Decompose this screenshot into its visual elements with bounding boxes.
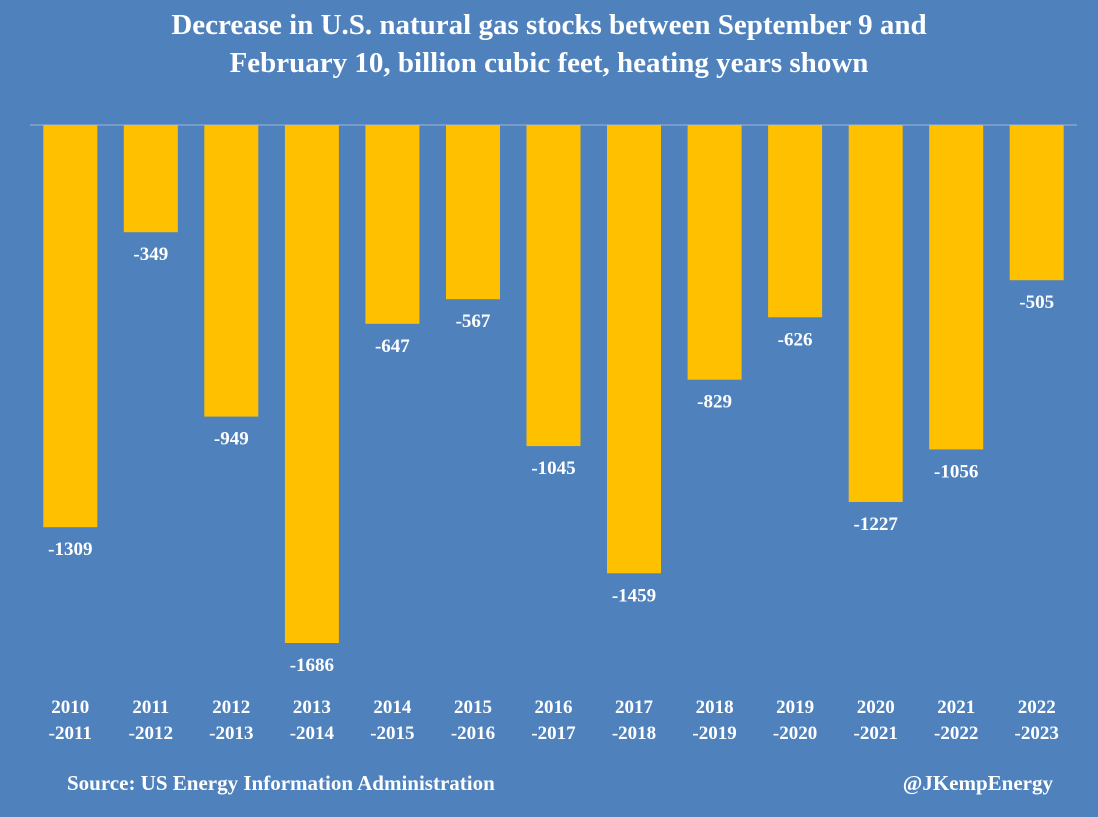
data-label: -1686 [290, 655, 334, 676]
x-tick-label: -2020 [773, 723, 817, 744]
bar [446, 125, 500, 300]
x-tick-label: -2014 [290, 723, 335, 744]
bar [929, 125, 984, 450]
chart-title-line-2: February 10, billion cubic feet, heating… [229, 47, 869, 79]
x-tick-label: 2012 [212, 697, 250, 718]
bar [526, 125, 581, 447]
x-tick-label: 2020 [857, 697, 895, 718]
data-label: -1227 [854, 514, 899, 535]
data-label: -1309 [48, 539, 92, 560]
data-label: -567 [456, 311, 491, 332]
data-label: -1045 [531, 458, 575, 479]
source-note: Source: US Energy Information Administra… [67, 771, 495, 795]
x-tick-label: 2017 [615, 697, 654, 718]
bar [365, 125, 420, 324]
x-tick-label: -2015 [370, 723, 414, 744]
bar [768, 125, 823, 318]
bar [43, 125, 98, 528]
chart-title-line-1: Decrease in U.S. natural gas stocks betw… [171, 9, 927, 41]
data-label: -829 [697, 392, 732, 413]
x-tick-label: 2013 [293, 697, 331, 718]
x-tick-label: 2018 [696, 697, 734, 718]
data-label: -647 [375, 336, 410, 357]
x-tick-label: 2021 [937, 697, 975, 718]
x-tick-label: -2019 [692, 723, 736, 744]
x-tick-label: -2022 [934, 723, 978, 744]
x-tick-label: 2015 [454, 697, 492, 718]
bar [123, 125, 178, 233]
x-tick-label: -2011 [49, 723, 92, 744]
x-tick-label: 2011 [132, 697, 169, 718]
bar [687, 125, 742, 380]
data-label: -1459 [612, 585, 656, 606]
x-tick-label: 2019 [776, 697, 814, 718]
x-tick-label: -2023 [1015, 723, 1059, 744]
bar [848, 125, 903, 502]
x-tick-label: -2013 [209, 723, 253, 744]
bar [1009, 125, 1064, 281]
bar [284, 125, 339, 643]
x-tick-label: -2021 [854, 723, 898, 744]
x-tick-label: 2016 [535, 697, 573, 718]
x-tick-label: -2018 [612, 723, 656, 744]
data-label: -349 [133, 244, 168, 265]
data-label: -505 [1019, 292, 1054, 313]
data-label: -1056 [934, 461, 978, 482]
x-tick-label: 2022 [1018, 697, 1056, 718]
data-label: -949 [214, 429, 249, 450]
chart-title: Decrease in U.S. natural gas stocks betw… [0, 6, 1098, 82]
x-tick-label: 2010 [51, 697, 89, 718]
x-tick-label: 2014 [373, 697, 412, 718]
x-tick-label: -2016 [451, 723, 495, 744]
x-tick-label: -2017 [531, 723, 576, 744]
data-label: -626 [778, 329, 813, 350]
x-tick-label: -2012 [129, 723, 173, 744]
bar [607, 125, 661, 574]
author-handle: @JKempEnergy [902, 771, 1053, 795]
bar [204, 125, 259, 417]
